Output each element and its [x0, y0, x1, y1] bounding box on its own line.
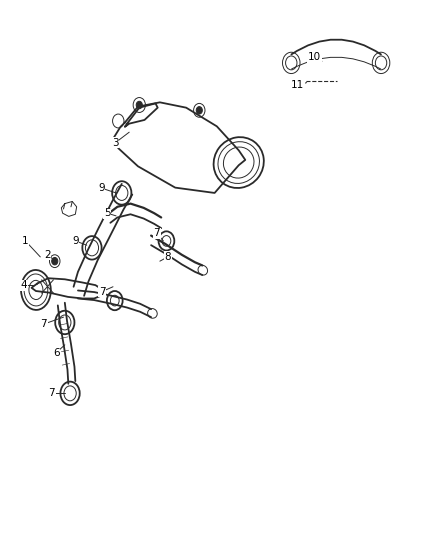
Text: 7: 7 — [153, 229, 160, 238]
Text: 5: 5 — [104, 208, 111, 218]
Circle shape — [196, 107, 202, 114]
Text: 7: 7 — [99, 287, 106, 296]
Text: 7: 7 — [40, 319, 47, 329]
Text: 1: 1 — [22, 236, 29, 246]
Text: 9: 9 — [72, 236, 79, 246]
Text: 6: 6 — [53, 348, 60, 358]
Text: 10: 10 — [308, 52, 321, 62]
Circle shape — [52, 257, 58, 265]
Text: 7: 7 — [48, 389, 55, 398]
Text: 11: 11 — [291, 80, 304, 90]
Text: 2: 2 — [44, 250, 51, 260]
Text: 8: 8 — [164, 252, 171, 262]
Text: 4: 4 — [21, 280, 28, 290]
Circle shape — [136, 101, 142, 109]
Text: 3: 3 — [112, 138, 119, 148]
Text: 9: 9 — [98, 183, 105, 193]
